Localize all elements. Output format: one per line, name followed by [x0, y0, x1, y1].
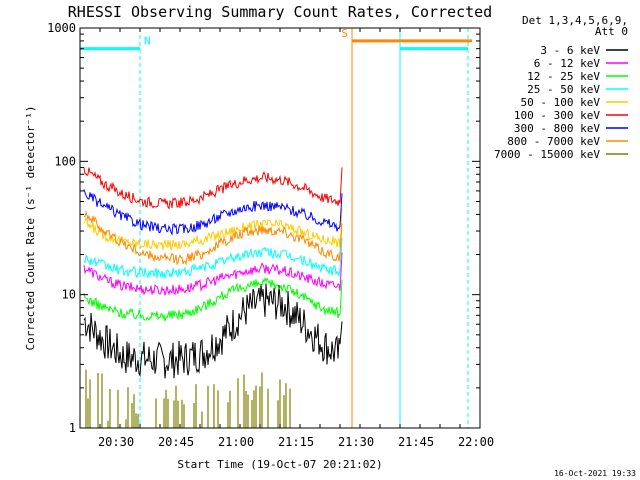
- plot-area: NS: [79, 27, 472, 428]
- series-line-6: [83, 189, 343, 236]
- legend-entry-5: 100 - 300 keV: [514, 109, 600, 122]
- x-tick-label-4: 21:30: [338, 435, 374, 449]
- x-tick-label-5: 21:45: [398, 435, 434, 449]
- legend-entry-2: 12 - 25 keV: [527, 70, 600, 83]
- y-tick-label-0: 1: [69, 421, 76, 435]
- x-tick-label-3: 21:15: [278, 435, 314, 449]
- y-axis-label: Corrected Count Rate (s⁻¹ detector⁻¹): [24, 105, 37, 350]
- legend-entry-1: 6 - 12 keV: [534, 57, 601, 70]
- series-line-0: [83, 283, 343, 379]
- legend-entry-6: 300 - 800 keV: [514, 122, 600, 135]
- x-tick-label-6: 22:00: [458, 435, 494, 449]
- legend-entry-4: 50 - 100 keV: [521, 96, 601, 109]
- y-tick-label-2: 100: [54, 154, 76, 168]
- footer-timestamp: 16-Oct-2021 19:33: [554, 469, 636, 478]
- flag-label-N: N: [144, 35, 151, 48]
- series-line-3: [83, 237, 343, 279]
- legend-header-0: Det 1,3,4,5,6,9,: [522, 14, 628, 27]
- x-tick-label-1: 20:45: [158, 435, 194, 449]
- series-line-2: [83, 276, 343, 322]
- y-tick-label-3: 1000: [47, 21, 76, 35]
- legend-entry-8: 7000 - 15000 keV: [494, 148, 600, 161]
- series-line-8: [85, 369, 291, 428]
- series-line-4: [83, 208, 343, 251]
- series-line-1: [83, 252, 343, 296]
- legend-entry-3: 25 - 50 keV: [527, 83, 600, 96]
- legend-entry-7: 800 - 7000 keV: [507, 135, 600, 148]
- flag-label-S: S: [341, 27, 348, 40]
- x-tick-label-0: 20:30: [98, 435, 134, 449]
- series-line-5: [83, 167, 343, 210]
- chart-title: RHESSI Observing Summary Count Rates, Co…: [68, 3, 492, 21]
- axes: 1 10 100 1000 20:30 20:45 21:00 21:15 21:30 21:45…: [47, 21, 494, 449]
- x-axis-label: Start Time (19-Oct-07 20:21:02): [177, 458, 382, 471]
- legend-header-1: Att 0: [595, 25, 628, 38]
- series-line-7: [83, 210, 343, 266]
- legend-entry-0: 3 - 6 keV: [540, 44, 600, 57]
- y-tick-label-1: 10: [62, 288, 76, 302]
- x-tick-label-2: 21:00: [218, 435, 254, 449]
